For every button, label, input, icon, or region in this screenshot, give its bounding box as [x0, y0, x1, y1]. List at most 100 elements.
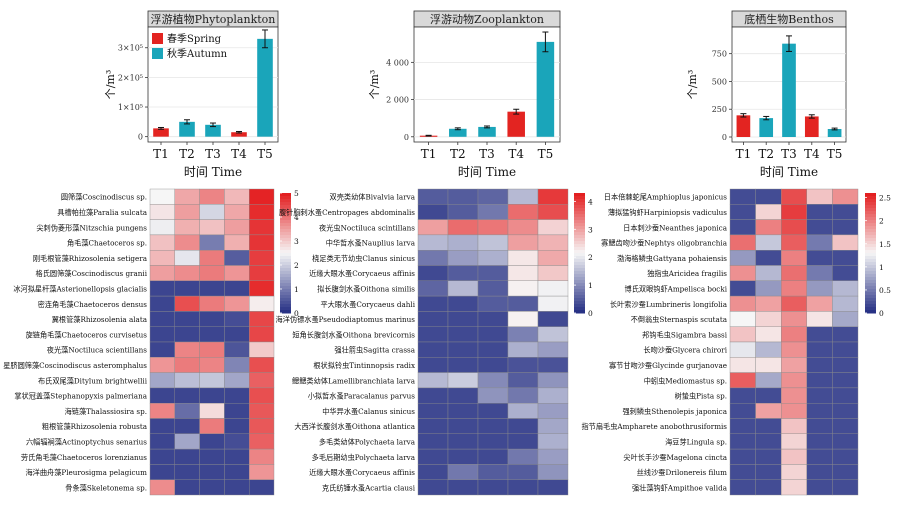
heatmap-cell: [755, 479, 782, 496]
heatmap-cell: [507, 464, 539, 480]
heatmap-cell: [755, 464, 782, 480]
heatmap-cell: [224, 464, 250, 480]
row-label: 平大眼水蚤Corycaeus dahli: [320, 300, 415, 309]
heatmap-cell: [755, 418, 782, 435]
colorbar-segment: [280, 199, 291, 203]
heatmap-cell: [537, 219, 569, 236]
x-axis-title: 时间 Time: [184, 165, 242, 179]
bar: [231, 132, 247, 137]
heatmap-cell: [507, 479, 539, 496]
colorbar-segment: [865, 226, 876, 230]
colorbar-segment: [574, 262, 585, 266]
heatmap-cell: [729, 387, 756, 404]
heatmap-cell: [755, 448, 782, 465]
heatmap-cell: [806, 448, 833, 465]
colorbar-segment: [280, 307, 291, 311]
heatmap-cell: [447, 326, 479, 343]
heatmap-cell: [781, 295, 808, 312]
heatmap-cell: [537, 479, 569, 496]
row-label: 旋链角毛藻Chaetoceros curvisetus: [26, 330, 148, 339]
heatmap-cell: [729, 372, 756, 389]
heatmap-cell: [755, 341, 782, 358]
bar: [804, 116, 819, 137]
heatmap-cell: [149, 188, 175, 205]
row-label: 桡足类无节幼虫Clanus sinicus: [312, 254, 415, 263]
colorbar-segment: [865, 271, 876, 275]
heatmap-cell: [755, 295, 782, 312]
heatmap-cell: [224, 357, 250, 373]
heatmap-cell: [806, 295, 833, 312]
colorbar-segment: [280, 250, 291, 254]
heatmap-cell: [248, 295, 275, 312]
plot-panel: [413, 26, 561, 143]
heatmap-cell: [477, 479, 509, 496]
heatmap-cell: [417, 357, 449, 373]
heatmap-cell: [806, 372, 833, 389]
heatmap-1: 圆筛藻Coscinodiscus sp. 具槽帕拉藻Paralia sulcata…: [3, 188, 299, 496]
heatmap-cell: [507, 418, 539, 435]
heatmap-cell: [174, 188, 200, 205]
colorbar-segment: [280, 244, 291, 248]
heatmap-cell: [755, 357, 782, 373]
heatmap-cell: [199, 418, 225, 435]
heatmap-cell: [832, 295, 859, 312]
heatmap-cell: [806, 204, 833, 220]
heatmap-cell: [224, 265, 250, 282]
heatmap-cell: [477, 341, 509, 358]
heatmap-cell: [507, 357, 539, 373]
colorbar-segment: [280, 205, 291, 209]
colorbar-segment: [280, 226, 291, 230]
y-axis-title: 个/m³: [686, 70, 699, 100]
colorbar-segment: [574, 205, 585, 209]
chart-title: 底栖生物Benthos: [744, 12, 834, 26]
row-label: 独指虫Aricidea fragilis: [647, 269, 727, 278]
heatmap-cell: [537, 403, 569, 419]
heatmap-cell: [248, 280, 275, 297]
x-axis-title: 时间 Time: [760, 165, 818, 179]
colorbar-segment: [574, 253, 585, 257]
heatmap-cell: [507, 265, 539, 282]
heatmap-cell: [729, 357, 756, 373]
heatmap-cell: [417, 219, 449, 236]
colorbar-segment: [574, 217, 585, 221]
y-tick-label: 0: [138, 133, 143, 142]
row-label: 角毛藻Chaetoceros sp.: [67, 239, 147, 248]
colorbar-segment: [280, 238, 291, 242]
row-label: 密连角毛藻Chaetoceros densus: [38, 300, 148, 309]
bar: [179, 121, 195, 137]
heatmap-cell: [537, 265, 569, 282]
colorbar-segment: [280, 301, 291, 305]
heatmap-cell: [832, 464, 859, 480]
bar: [827, 129, 842, 137]
heatmap-cell: [149, 448, 175, 465]
heatmap-cell: [199, 464, 225, 480]
heatmap-cell: [224, 433, 250, 450]
colorbar-segment: [574, 247, 585, 251]
colorbar-segment: [574, 307, 585, 311]
heatmap-cell: [149, 464, 175, 480]
colorbar-segment: [574, 289, 585, 293]
heatmap-cell: [729, 479, 756, 496]
bar: [536, 41, 555, 137]
colorbar-segment: [865, 235, 876, 239]
x-tick-label: T4: [231, 147, 247, 161]
heatmap-cell: [832, 280, 859, 297]
heatmap-cell: [832, 234, 859, 251]
heatmap-cell: [248, 188, 275, 205]
heatmap-cell: [248, 265, 275, 282]
heatmap-cell: [149, 295, 175, 312]
heatmap-cell: [224, 326, 250, 343]
heatmap-cell: [537, 372, 569, 389]
colorbar-segment: [574, 202, 585, 206]
colorbar-tick-label: 3: [588, 225, 593, 234]
heatmap-cell: [806, 326, 833, 343]
x-tick-label: T1: [421, 147, 437, 161]
colorbar-tick-label: 1: [294, 285, 299, 294]
heatmap-cell: [447, 234, 479, 251]
colorbar-segment: [865, 205, 876, 209]
heatmap-cell: [537, 448, 569, 465]
heatmap-cell: [832, 433, 859, 450]
heatmap-cell: [447, 387, 479, 404]
row-label: 博氏双眼钩虾Ampelisca bocki: [625, 284, 728, 293]
